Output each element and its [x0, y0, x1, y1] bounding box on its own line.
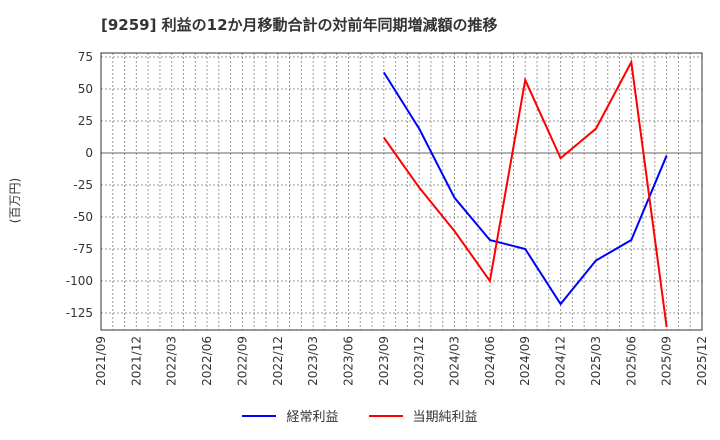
x-tick-label: 2025/06	[624, 336, 638, 386]
x-tick-label: 2022/06	[200, 336, 214, 386]
y-tick-label: -100	[66, 274, 93, 288]
plot-border	[100, 52, 703, 331]
y-tick-label: -125	[66, 306, 93, 320]
y-tick-label: 75	[78, 50, 93, 64]
x-tick-label: 2023/06	[341, 336, 355, 386]
x-tick-label: 2024/03	[448, 336, 462, 386]
x-tick-label: 2025/09	[660, 336, 674, 386]
x-tick-label: 2023/03	[306, 336, 320, 386]
legend-item: 当期純利益	[368, 406, 478, 425]
x-tick-label: 2022/12	[271, 336, 285, 386]
x-tick-label: 2024/12	[554, 336, 568, 386]
chart-title: [9259] 利益の12か月移動合計の対前年同期増減額の推移	[101, 16, 498, 34]
x-tick-label: 2021/12	[129, 336, 143, 386]
x-tick-label: 2023/12	[412, 336, 426, 386]
legend-swatch	[368, 414, 403, 417]
x-tick-label: 2022/03	[165, 336, 179, 386]
x-tick-label: 2021/09	[94, 336, 108, 386]
x-tick-label: 2022/09	[235, 336, 249, 386]
legend: 経常利益 当期純利益	[0, 406, 720, 425]
y-tick-label: -75	[73, 242, 93, 256]
y-tick-label: -25	[73, 178, 93, 192]
x-tick-label: 2024/06	[483, 336, 497, 386]
legend-label: 経常利益	[286, 410, 339, 425]
y-tick-label: 25	[78, 114, 93, 128]
y-tick-label: 0	[85, 146, 93, 160]
legend-label: 当期純利益	[412, 410, 478, 425]
y-tick-label: 50	[78, 82, 93, 96]
legend-item: 経常利益	[242, 406, 339, 425]
legend-swatch	[242, 414, 277, 417]
x-tick-label: 2024/09	[518, 336, 532, 386]
y-tick-label: -50	[73, 210, 93, 224]
x-tick-label: 2025/12	[695, 336, 709, 386]
x-tick-label: 2025/03	[589, 336, 603, 386]
x-tick-label: 2023/09	[377, 336, 391, 386]
